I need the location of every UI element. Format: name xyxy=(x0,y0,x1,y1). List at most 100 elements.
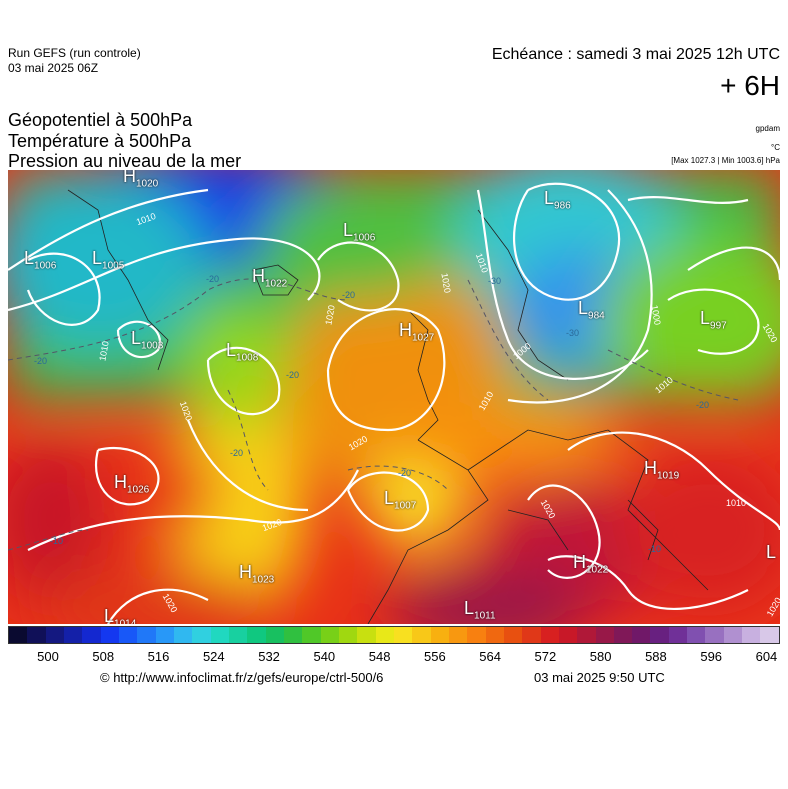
isotherms xyxy=(8,278,739,551)
colorbar-swatch xyxy=(302,627,321,643)
colorbar xyxy=(8,626,780,644)
colorbar-swatch xyxy=(577,627,596,643)
pressure-center: L xyxy=(766,542,777,562)
colorbar-swatch xyxy=(82,627,101,643)
pressure-center: L1006 xyxy=(343,220,376,244)
colorbar-swatch xyxy=(687,627,706,643)
title-temperature: Température à 500hPa xyxy=(8,131,192,151)
isotherm-label: -20 xyxy=(286,370,300,380)
isotherm-label: -20 xyxy=(696,400,710,410)
valid-time: Echéance : samedi 3 mai 2025 12h UTC xyxy=(491,46,780,63)
colorbar-swatch xyxy=(503,627,523,643)
colorbar-swatch xyxy=(393,627,413,643)
isotherm-label: -20 xyxy=(34,356,48,366)
colorbar-swatch xyxy=(540,627,559,643)
pressure-center: H1020 xyxy=(123,170,159,190)
colorbar-swatch xyxy=(467,627,486,643)
colorbar-swatch xyxy=(265,627,284,643)
colorbar-swatch xyxy=(705,627,724,643)
colorbar-swatch xyxy=(412,627,431,643)
colorbar-tick-label: 604 xyxy=(755,649,778,664)
isobar-label: 1010 xyxy=(726,498,747,508)
weather-map-svg xyxy=(8,170,780,624)
colorbar-swatch xyxy=(430,627,449,643)
title-geopotential: Géopotentiel à 500hPa xyxy=(8,110,193,130)
colorbar-swatch xyxy=(27,627,46,643)
title-pressure: Pression au niveau de la mer xyxy=(8,151,242,171)
pressure-center: L984 xyxy=(578,298,605,322)
unit-geopotential: gpdam xyxy=(755,124,780,133)
colorbar-swatch xyxy=(632,627,651,643)
colorbar-tick-label: 588 xyxy=(645,649,667,664)
forecast-step: + 6H xyxy=(720,70,780,101)
pressure-center: L1003 xyxy=(131,328,164,352)
isotherm-label: -10 xyxy=(50,536,64,546)
colorbar-swatch xyxy=(63,627,83,643)
isotherm-label: -20 xyxy=(230,448,244,458)
colorbar-tick-label: 596 xyxy=(700,649,723,664)
pressure-center: L1014 xyxy=(104,606,136,624)
colorbar-swatch xyxy=(9,627,28,643)
weather-map[interactable]: H1020 L1006 L1005 L1006 H1022 L1003 L100… xyxy=(8,170,780,624)
colorbar-swatch xyxy=(137,627,156,643)
run-date: 03 mai 2025 06Z xyxy=(8,61,99,75)
generated-timestamp: 03 mai 2025 9:50 UTC xyxy=(534,670,665,685)
colorbar-swatch xyxy=(723,627,743,643)
colorbar-swatch xyxy=(357,627,376,643)
pressure-center: L997 xyxy=(700,308,727,332)
pressure-center: H1026 xyxy=(114,472,150,496)
pressure-center: H1023 xyxy=(239,562,275,586)
colorbar-tick-label: 540 xyxy=(313,649,336,664)
pressure-center: L1011 xyxy=(464,598,496,622)
colorbar-swatch xyxy=(668,627,688,643)
colorbar-swatch xyxy=(613,627,633,643)
colorbar-swatch xyxy=(448,627,468,643)
pressure-range: [Max 1027.3 | Min 1003.6] hPa xyxy=(671,156,780,165)
pressure-center: L1005 xyxy=(92,248,125,272)
colorbar-swatch xyxy=(100,627,119,643)
isobars xyxy=(8,182,780,624)
colorbar-tick-label: 508 xyxy=(92,649,115,664)
colorbar-swatch xyxy=(558,627,578,643)
colorbar-swatch xyxy=(760,627,779,643)
colorbar-tick-label: 532 xyxy=(258,649,280,664)
source-url[interactable]: © http://www.infoclimat.fr/z/gefs/europe… xyxy=(100,670,384,685)
colorbar-swatch xyxy=(522,627,541,643)
pressure-center: L1008 xyxy=(226,340,259,364)
colorbar-swatch xyxy=(338,627,358,643)
isotherm-label: -10 xyxy=(648,544,662,554)
colorbar-tick-label: 548 xyxy=(368,649,391,664)
isotherm-label: -20 xyxy=(342,290,356,300)
colorbar-ticks: 500 508 516 524 532 540 548 556 564 572 580 588 596 6… xyxy=(8,649,780,667)
colorbar-swatch xyxy=(45,627,64,643)
pressure-center: H1022 xyxy=(252,266,288,290)
pressure-center: L1006 xyxy=(24,248,57,272)
colorbar-tick-label: 500 xyxy=(37,649,59,664)
colorbar-swatch xyxy=(485,627,504,643)
colorbar-swatch xyxy=(210,627,229,643)
colorbar-swatch xyxy=(228,627,248,643)
pressure-center: H1019 xyxy=(644,458,680,482)
isotherm-label: -20 xyxy=(398,468,412,478)
colorbar-swatch xyxy=(320,627,339,643)
colorbar-swatch xyxy=(283,627,303,643)
run-name: Run GEFS (run controle) xyxy=(8,46,141,60)
isotherm-label: -20 xyxy=(206,274,220,284)
colorbar-swatch xyxy=(742,627,761,643)
isotherm-label: -30 xyxy=(566,328,580,338)
colorbar-swatch xyxy=(155,627,174,643)
colorbar-tick-label: 580 xyxy=(589,649,612,664)
pressure-center: H1027 xyxy=(399,320,435,344)
colorbar-tick-label: 556 xyxy=(424,649,446,664)
colorbar-swatch xyxy=(247,627,266,643)
unit-temperature: °C xyxy=(771,143,780,152)
colorbar-tick-label: 564 xyxy=(479,649,501,664)
colorbar-swatch xyxy=(173,627,193,643)
colorbar-tick-label: 516 xyxy=(147,649,170,664)
colorbar-swatch xyxy=(375,627,394,643)
coastlines xyxy=(67,189,709,624)
temperature-field xyxy=(8,170,780,624)
pressure-center: H1022 xyxy=(573,552,609,576)
colorbar-tick-label: 524 xyxy=(202,649,225,664)
colorbar-swatch xyxy=(192,627,211,643)
